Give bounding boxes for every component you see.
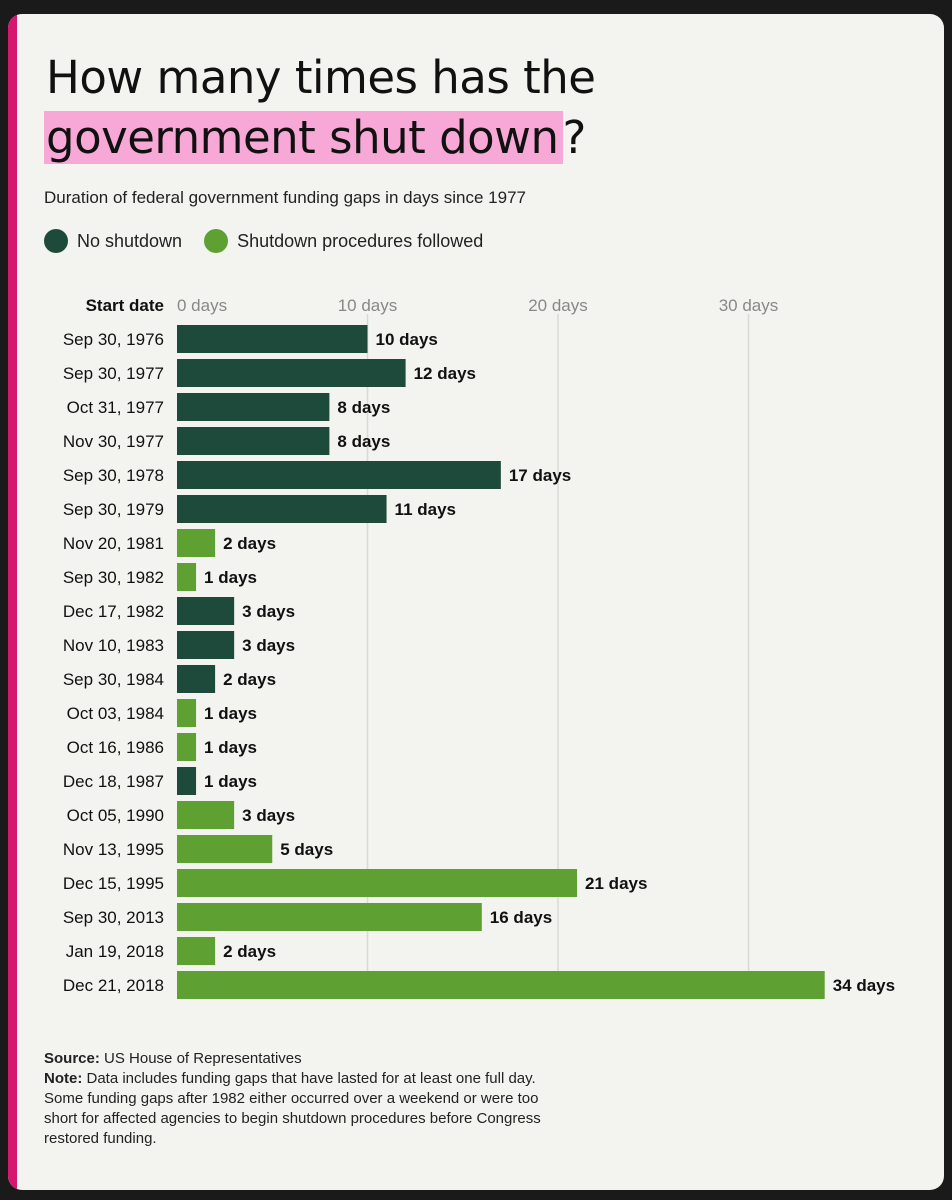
accent-edge: [8, 14, 17, 1190]
tick-label: 10 days: [338, 296, 398, 315]
note-line: Note: Data includes funding gaps that ha…: [44, 1069, 564, 1149]
bar-chart: Start date 0 days 10 days 20 days 30 days Sep…: [63, 296, 895, 999]
category-label: Jan 19, 2018: [66, 942, 164, 961]
legend-dot-no-shutdown-icon: [44, 229, 68, 253]
data-label: 2 days: [223, 942, 276, 961]
category-label: Dec 15, 1995: [63, 874, 164, 893]
tick-label: 30 days: [719, 296, 779, 315]
title-highlight: government shut down: [44, 111, 563, 164]
data-label: 8 days: [337, 432, 390, 451]
data-label: 3 days: [242, 602, 295, 621]
bar: [177, 325, 368, 353]
data-label: 16 days: [490, 908, 552, 927]
data-label: 2 days: [223, 534, 276, 553]
tick-label: 20 days: [528, 296, 588, 315]
bar: [177, 359, 406, 387]
bar: [177, 563, 197, 591]
title-end: ?: [562, 111, 587, 164]
tick-label: 0 days: [177, 296, 227, 315]
bar: [177, 733, 197, 761]
category-label: Oct 05, 1990: [67, 806, 164, 825]
source-notes: Source: US House of Representatives Note…: [44, 1049, 564, 1149]
category-label: Dec 17, 1982: [63, 602, 164, 621]
category-label: Sep 30, 1979: [63, 500, 164, 519]
data-label: 3 days: [242, 636, 295, 655]
data-label: 8 days: [337, 398, 390, 417]
legend-label-shutdown: Shutdown procedures followed: [237, 230, 484, 251]
bar: [177, 903, 482, 931]
bar: [177, 835, 273, 863]
category-label: Dec 21, 2018: [63, 976, 164, 995]
bar: [177, 597, 235, 625]
bar: [177, 699, 197, 727]
legend: No shutdown Shutdown procedures followed: [44, 229, 505, 253]
chart-title: How many times has the government shut d…: [44, 48, 926, 168]
bar: [177, 631, 235, 659]
legend-dot-shutdown-icon: [204, 229, 229, 253]
source-text: US House of Representatives: [104, 1050, 302, 1067]
category-label: Sep 30, 1984: [63, 670, 164, 689]
data-label: 21 days: [585, 874, 647, 893]
bar: [177, 971, 825, 999]
legend-item-shutdown: Shutdown procedures followed: [204, 229, 483, 253]
title-line-2: government shut down?: [44, 108, 926, 168]
category-label: Oct 31, 1977: [67, 398, 164, 417]
bar: [177, 937, 216, 965]
category-label: Nov 13, 1995: [63, 840, 164, 859]
bar: [177, 801, 235, 829]
category-label: Sep 30, 2013: [63, 908, 164, 927]
data-label: 12 days: [414, 364, 476, 383]
category-label: Sep 30, 1982: [63, 568, 164, 587]
bar: [177, 767, 197, 795]
note-text: Data includes funding gaps that have las…: [44, 1070, 541, 1147]
data-label: 1 days: [204, 738, 257, 757]
data-label: 1 days: [204, 772, 257, 791]
note-label: Note:: [44, 1070, 83, 1087]
category-label: Dec 18, 1987: [63, 772, 164, 791]
category-label: Oct 03, 1984: [67, 704, 164, 723]
category-label: Nov 20, 1981: [63, 534, 164, 553]
data-label: 1 days: [204, 704, 257, 723]
data-label: 34 days: [833, 976, 895, 995]
data-label: 11 days: [395, 500, 456, 519]
data-label: 3 days: [242, 806, 295, 825]
data-label: 5 days: [280, 840, 333, 859]
source-label: Source:: [44, 1050, 100, 1067]
bar: [177, 495, 387, 523]
data-label: 1 days: [204, 568, 257, 587]
data-label: 2 days: [223, 670, 276, 689]
bar: [177, 461, 501, 489]
bar: [177, 665, 216, 693]
chart-subtitle: Duration of federal government funding g…: [44, 188, 526, 207]
category-label: Sep 30, 1976: [63, 330, 164, 349]
source-line: Source: US House of Representatives: [44, 1049, 564, 1069]
legend-label-no-shutdown: No shutdown: [77, 230, 183, 251]
data-label: 17 days: [509, 466, 571, 485]
bar: [177, 529, 216, 557]
bar: [177, 393, 330, 421]
legend-item-no-shutdown: No shutdown: [44, 229, 182, 253]
bar: [177, 869, 578, 897]
data-label: 10 days: [376, 330, 438, 349]
category-label: Nov 10, 1983: [63, 636, 164, 655]
category-label: Nov 30, 1977: [63, 432, 164, 451]
infographic-card: How many times has the government shut d…: [8, 14, 944, 1190]
category-label: Sep 30, 1978: [63, 466, 164, 485]
category-label: Sep 30, 1977: [63, 364, 164, 383]
category-label: Oct 16, 1986: [67, 738, 164, 757]
title-line-1: How many times has the: [46, 51, 596, 104]
bar: [177, 427, 330, 455]
category-header: Start date: [86, 296, 164, 315]
